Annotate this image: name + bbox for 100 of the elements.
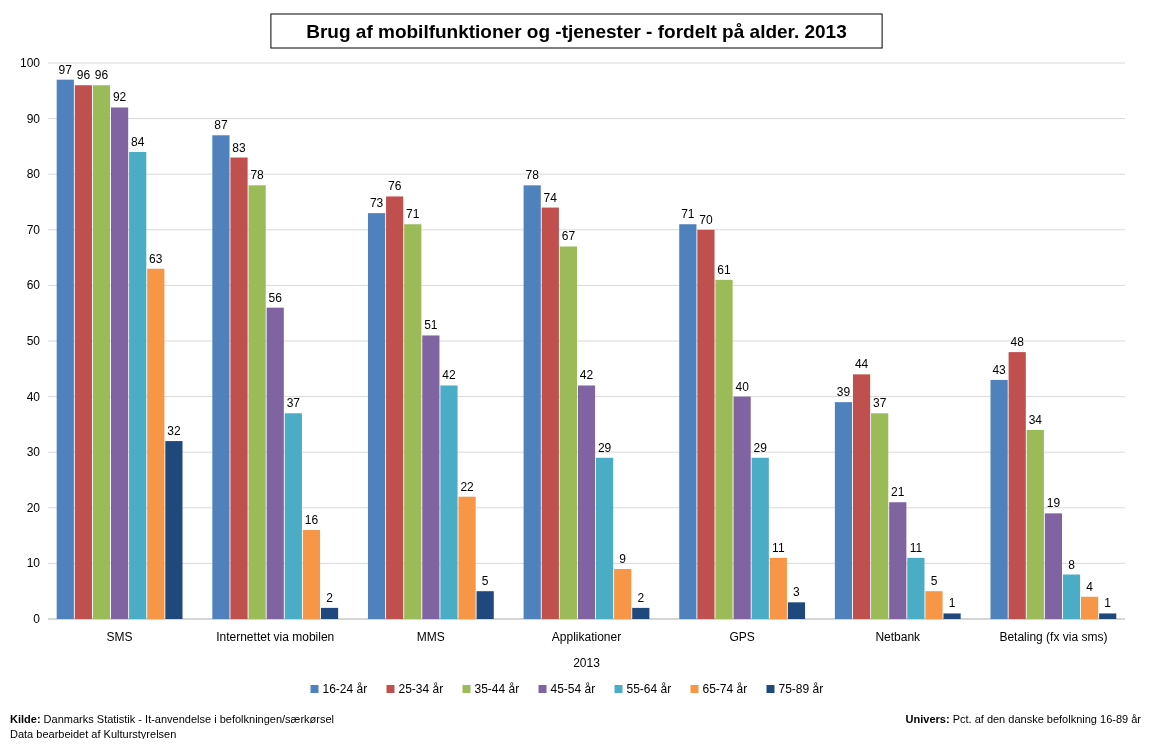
data-label: 73 [369,196,384,211]
bar [614,568,632,619]
x-tick-label: SMS [106,630,133,644]
data-label: 78 [525,168,540,183]
data-label: 37 [286,396,301,411]
bar [990,379,1008,619]
legend-label: 65-74 år [702,682,748,696]
data-label: 37 [872,396,887,411]
bar [834,402,853,619]
x-tick-label: GPS [729,630,755,644]
data-label: 29 [753,440,768,455]
data-label: 4 [1086,579,1094,594]
bar [632,607,650,619]
bar [476,591,494,619]
bar [769,557,787,619]
data-label: 11 [772,540,785,555]
bar [1081,596,1099,619]
bar [284,413,302,619]
bar [1062,574,1081,619]
data-label: 70 [699,212,713,227]
data-label: 96 [76,68,91,83]
bar [147,268,165,619]
data-label: 3 [793,585,801,600]
bar [266,307,284,619]
data-label: 2 [637,590,645,605]
bar [458,496,476,619]
data-label: 44 [854,357,869,372]
bar [871,413,889,619]
data-label: 5 [481,574,489,589]
data-label: 29 [597,440,612,455]
bar [404,224,422,619]
data-label: 71 [681,207,695,222]
x-tick-label: Applikationer [551,630,622,644]
y-tick-label: 20 [26,500,41,515]
bar [386,196,404,619]
data-label: 74 [543,190,558,205]
bar [697,229,715,619]
bar [907,557,925,619]
legend-label: 25-34 år [398,682,444,696]
x-tick-label: MMS [416,630,445,644]
bar [74,85,92,619]
data-label: 92 [112,90,127,105]
data-label: 42 [442,368,456,383]
bar [787,602,806,619]
bar [110,107,129,619]
x-axis-title: 2013 [573,656,601,670]
data-label: 8 [1068,557,1076,572]
data-label: 43 [992,362,1007,377]
x-tick-label: Internettet via mobilen [216,630,335,644]
y-tick-label: 0 [33,612,41,626]
data-label: 67 [561,229,576,244]
y-tick-label: 10 [26,556,41,571]
data-label: 63 [149,251,163,266]
data-label: 21 [891,485,905,500]
bar [92,85,111,619]
data-label: 11 [909,540,923,555]
bar [1008,352,1026,619]
bar [212,135,230,619]
bar [943,613,961,619]
data-label: 84 [131,134,145,149]
y-tick-label: 90 [26,111,41,126]
bar [129,151,147,619]
data-label: 48 [1010,335,1025,350]
bar [523,185,541,619]
bar [889,502,907,619]
y-tick-label: 50 [26,334,41,348]
data-label: 56 [268,290,283,305]
bar [422,335,440,619]
data-label: 40 [735,379,750,394]
bar [1099,613,1117,619]
chart-title: Brug af mobilfunktioner og -tjenester - fordelt på alder. 2013 [306,21,847,42]
data-label: 71 [406,207,420,222]
data-label: 19 [1046,496,1061,511]
y-tick-label: 60 [26,278,41,293]
data-label: 96 [94,68,109,83]
data-label: 83 [232,140,247,155]
data-label: 16 [304,513,319,528]
text: Univers: Pct. af den danske befolkning 16-89 år [905,713,1142,725]
bar [367,213,386,619]
legend-label: 35-44 år [474,682,520,696]
data-label: 51 [424,318,438,333]
bar [751,457,769,619]
data-label: 42 [579,368,594,383]
bar [1044,513,1063,619]
bar [925,591,943,619]
legend-label: 55-64 år [626,682,672,696]
bar [230,157,248,619]
data-label: 9 [619,551,627,566]
bar [733,396,751,619]
legend-label: 16-24 år [322,682,368,696]
data-label: 1 [948,596,956,611]
bar [541,207,559,619]
bar [165,441,183,619]
data-label: 1 [1104,596,1112,611]
data-label: 97 [58,62,73,77]
data-label: 87 [214,118,228,133]
bar [320,607,339,619]
bar [302,530,321,619]
bar [248,185,266,619]
bar [577,385,596,619]
